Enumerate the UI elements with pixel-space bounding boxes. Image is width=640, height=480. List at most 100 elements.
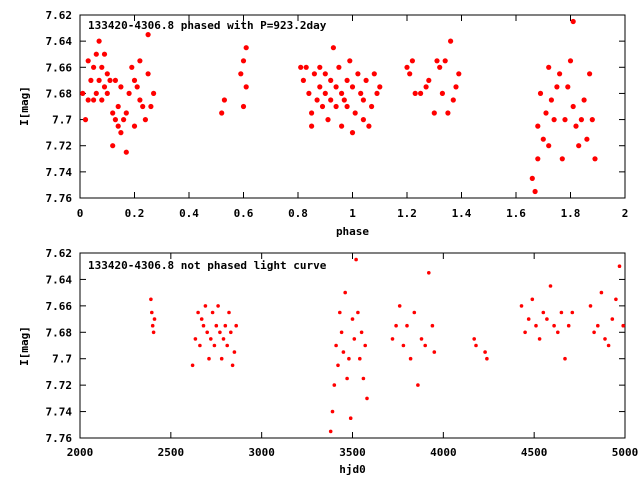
y-tick-label: 7.7 — [52, 353, 72, 366]
data-point — [437, 64, 443, 70]
data-point — [578, 117, 585, 123]
x-tick-label: 4500 — [521, 446, 548, 459]
data-point — [377, 84, 383, 90]
data-point — [150, 310, 154, 315]
data-point — [243, 84, 249, 90]
data-point — [115, 123, 121, 129]
data-point — [240, 103, 247, 110]
data-point — [427, 271, 431, 275]
data-point — [404, 64, 410, 70]
data-point — [349, 130, 356, 136]
data-point — [314, 97, 320, 103]
data-point — [563, 356, 567, 361]
data-point — [101, 51, 108, 57]
data-point — [230, 363, 235, 368]
data-point — [537, 337, 542, 341]
chart-title: 133420-4306.8 not phased light curve — [88, 259, 327, 272]
data-point — [198, 343, 202, 348]
data-point — [347, 58, 353, 64]
data-point — [341, 350, 346, 354]
data-point — [82, 117, 89, 123]
data-point — [336, 363, 340, 368]
data-point — [361, 376, 366, 381]
data-point — [359, 330, 364, 335]
data-point — [570, 103, 576, 110]
data-point — [196, 310, 200, 315]
data-point — [453, 84, 459, 90]
data-point — [311, 71, 317, 77]
data-point — [371, 71, 377, 77]
x-tick-label: 0.8 — [288, 207, 308, 220]
data-point — [588, 304, 593, 308]
data-point — [610, 317, 615, 321]
y-tick-label: 7.76 — [46, 432, 73, 445]
data-point — [532, 188, 538, 195]
data-point — [212, 343, 217, 348]
y-tick-label: 7.76 — [46, 192, 73, 205]
data-point — [343, 290, 348, 295]
data-point — [363, 343, 368, 348]
data-point — [333, 103, 339, 110]
y-tick-label: 7.7 — [52, 114, 72, 127]
data-point — [365, 396, 369, 401]
data-point — [557, 71, 563, 77]
data-point — [546, 64, 552, 70]
y-tick-label: 7.64 — [46, 273, 73, 286]
data-point — [350, 317, 355, 321]
data-point — [99, 64, 105, 70]
data-point — [423, 343, 428, 348]
data-point — [408, 356, 413, 361]
x-tick-label: 0.6 — [234, 207, 254, 220]
data-point — [617, 264, 622, 269]
data-point — [131, 123, 138, 129]
data-point — [535, 156, 541, 162]
data-series — [149, 257, 625, 434]
data-point — [360, 97, 366, 103]
data-point — [227, 310, 231, 315]
x-tick-label: 0 — [77, 207, 84, 220]
data-point — [322, 71, 328, 77]
data-point — [592, 330, 596, 335]
data-point — [584, 136, 590, 142]
y-tick-label: 7.62 — [46, 9, 73, 22]
data-point — [330, 409, 335, 414]
data-point — [363, 77, 369, 83]
data-point — [104, 71, 110, 77]
plot-frame — [79, 14, 626, 199]
x-tick-label: 1.8 — [561, 207, 581, 220]
data-point — [345, 376, 349, 381]
y-tick-label: 7.72 — [46, 140, 73, 153]
data-point — [606, 343, 611, 348]
y-tick-label: 7.68 — [46, 326, 73, 339]
data-point — [397, 304, 402, 308]
data-point — [348, 416, 353, 421]
data-point — [328, 97, 334, 103]
data-point — [150, 323, 155, 328]
data-point — [317, 64, 323, 70]
data-point — [309, 123, 315, 129]
data-point — [300, 77, 306, 83]
x-tick-label: 0.4 — [179, 207, 199, 220]
data-point — [339, 90, 345, 96]
data-point — [374, 90, 380, 96]
data-point — [322, 90, 328, 96]
data-point — [104, 90, 110, 96]
data-point — [543, 110, 549, 116]
y-tick-label: 7.64 — [46, 35, 73, 48]
data-point — [565, 84, 571, 90]
data-point — [123, 149, 129, 155]
data-point — [341, 97, 347, 103]
x-axis-title: hjd0 — [339, 463, 366, 476]
data-point — [434, 58, 440, 64]
data-point — [110, 143, 116, 149]
x-tick-label: 2 — [622, 207, 629, 220]
x-tick-label: 5000 — [612, 446, 639, 459]
data-point — [319, 103, 326, 110]
data-point — [303, 64, 309, 70]
data-point — [596, 323, 600, 328]
data-point — [148, 103, 154, 110]
data-point — [356, 310, 360, 315]
data-point — [445, 110, 451, 116]
data-point — [234, 323, 238, 328]
data-point — [96, 77, 102, 83]
